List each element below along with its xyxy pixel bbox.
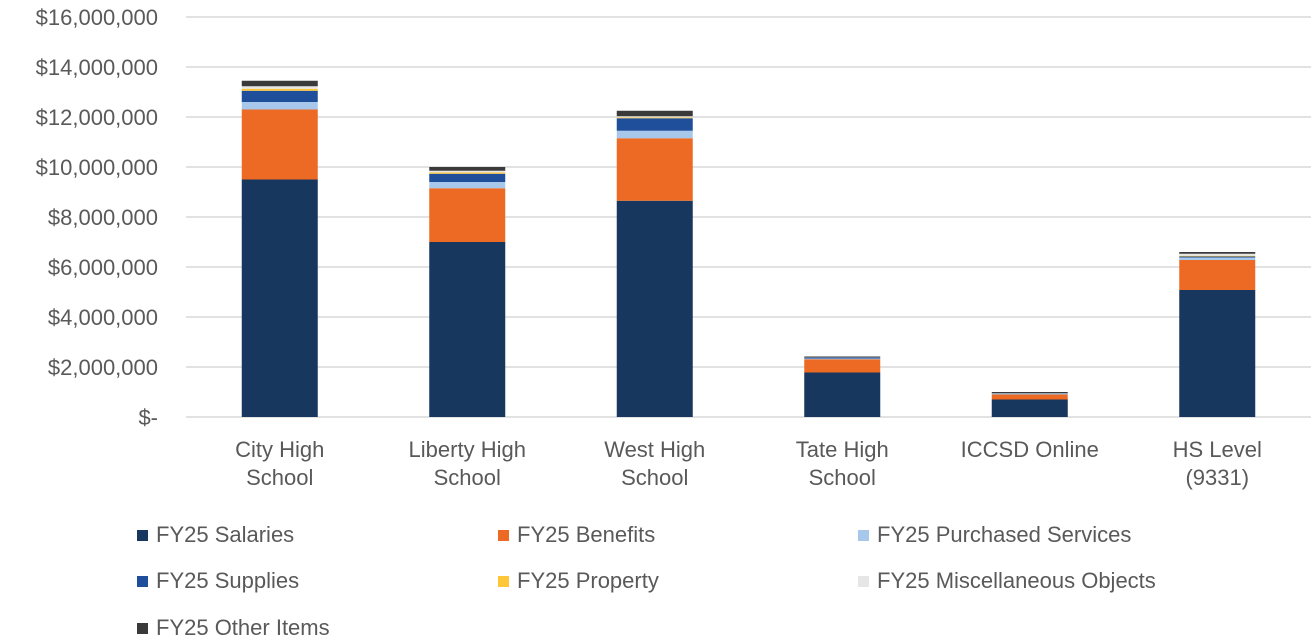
legend-label: FY25 Benefits — [517, 522, 656, 547]
bar-segment — [429, 172, 506, 174]
y-tick-label: $14,000,000 — [36, 55, 158, 80]
legend-swatch — [858, 575, 869, 587]
bar-segment — [991, 393, 1068, 395]
bar-segment — [991, 393, 1068, 394]
legend-item: FY25 Salaries — [137, 522, 294, 548]
bar-segment — [241, 109, 318, 180]
bar-segment — [429, 173, 506, 182]
bar-segment — [429, 167, 506, 171]
x-tick-label: Tate High School — [796, 437, 889, 490]
bar-segment — [1179, 256, 1256, 258]
x-tick-label: West High School — [604, 437, 705, 490]
y-tick-label: $10,000,000 — [36, 155, 158, 180]
y-tick-label: $4,000,000 — [48, 305, 158, 330]
bar-segment — [804, 372, 881, 417]
legend-swatch — [498, 529, 509, 541]
bar-segment — [991, 399, 1068, 417]
bar-segment — [429, 182, 506, 189]
legend-item: FY25 Supplies — [137, 568, 299, 594]
x-tick-label: Liberty High School — [409, 437, 526, 490]
x-tick-label: City High School — [235, 437, 324, 490]
gridlines — [186, 16, 1311, 418]
legend-label: FY25 Property — [517, 568, 659, 593]
y-tick-label: $8,000,000 — [48, 205, 158, 230]
bar-segment — [1179, 290, 1256, 417]
bar-segment — [616, 110, 693, 117]
legend-item: FY25 Purchased Services — [858, 522, 1131, 548]
y-tick-label: $2,000,000 — [48, 355, 158, 380]
legend-swatch — [137, 529, 148, 541]
bar-segment — [1179, 257, 1256, 260]
legend-label: FY25 Other Items — [156, 615, 330, 640]
bar-segment — [804, 357, 881, 359]
legend-label: FY25 Salaries — [156, 522, 295, 547]
legend-label: FY25 Supplies — [156, 568, 300, 593]
bar-segment — [991, 392, 1068, 393]
bar-segment — [429, 170, 506, 173]
x-tick-label: ICCSD Online — [961, 437, 1099, 462]
bar-segment — [241, 86, 318, 89]
legend-item: FY25 Other Items — [137, 615, 330, 641]
x-tick-label: HS Level (9331) — [1173, 437, 1262, 490]
bar-segment — [241, 80, 318, 87]
bar-segment — [616, 130, 693, 139]
bar-segment — [804, 356, 881, 358]
bar-segment — [429, 188, 506, 242]
bar-segment — [429, 242, 506, 417]
y-tick-label: $16,000,000 — [36, 5, 158, 30]
bar-segment — [616, 200, 693, 417]
legend-swatch — [858, 529, 869, 541]
bar-segment — [1179, 255, 1256, 257]
y-tick-label: $- — [138, 405, 158, 430]
bar-segment — [241, 90, 318, 102]
x-axis: City High School Liberty High School West Hi… — [235, 437, 1262, 490]
bar-segment — [804, 359, 881, 373]
bar-segment — [241, 102, 318, 110]
legend: FY25 Salaries FY25 Benefits FY25 Purchased… — [0, 515, 1311, 641]
legend-label: FY25 Miscellaneous Objects — [877, 568, 1156, 593]
bar-segment — [241, 88, 318, 91]
legend-swatch — [137, 575, 148, 587]
bar-segment — [241, 179, 318, 417]
bar-segment — [991, 394, 1068, 400]
y-tick-label: $12,000,000 — [36, 105, 158, 130]
stacked-bar-chart: $- $2,000,000 $4,000,000 $6,000,000 $8,000,0… — [36, 5, 1311, 490]
bar-segment — [1179, 252, 1256, 254]
y-axis: $- $2,000,000 $4,000,000 $6,000,000 $8,000,0… — [36, 5, 158, 430]
legend-item: FY25 Benefits — [498, 522, 655, 548]
bar-segment — [1179, 260, 1256, 290]
bar-segment — [616, 116, 693, 118]
legend-item: FY25 Miscellaneous Objects — [858, 568, 1156, 594]
legend-item: FY25 Property — [498, 568, 659, 594]
legend-label: FY25 Purchased Services — [877, 522, 1132, 547]
bar-segment — [616, 118, 693, 131]
bar-segment — [616, 117, 693, 119]
bar-segment — [1179, 253, 1256, 256]
bars — [241, 80, 1256, 417]
y-tick-label: $6,000,000 — [48, 255, 158, 280]
bar-segment — [804, 358, 881, 360]
legend-swatch — [498, 575, 509, 587]
legend-swatch — [137, 622, 148, 634]
bar-segment — [616, 138, 693, 201]
